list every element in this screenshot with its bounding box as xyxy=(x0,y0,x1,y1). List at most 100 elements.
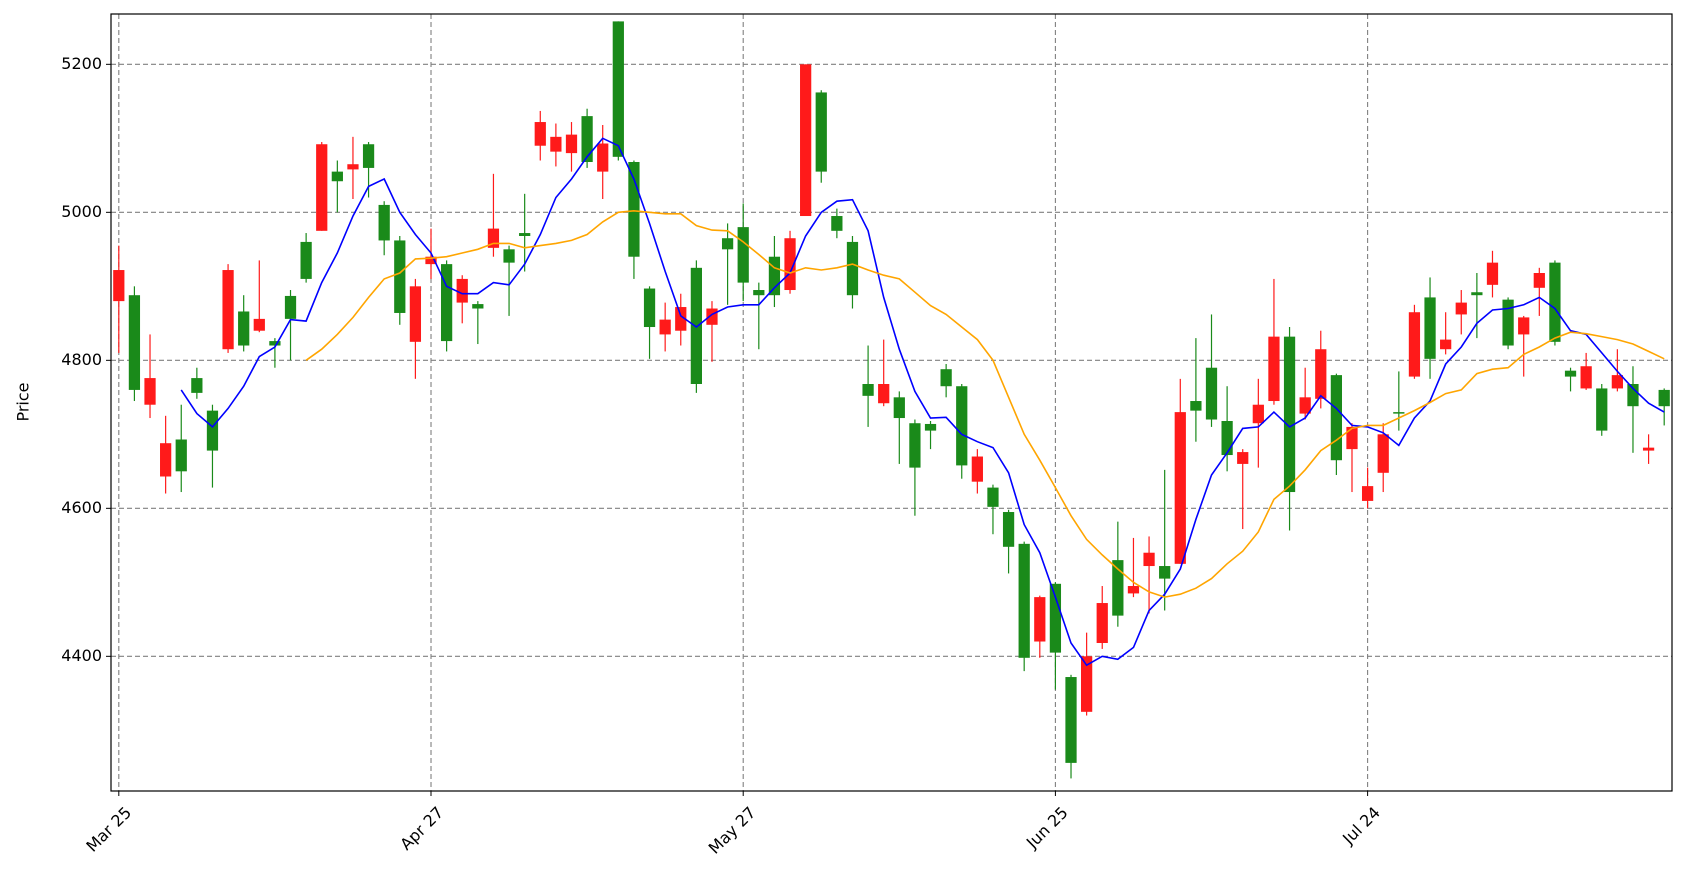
candle-body xyxy=(1580,366,1592,389)
y-tick-label: 4800 xyxy=(61,350,102,369)
candle-body xyxy=(1143,552,1155,567)
candle-body xyxy=(175,439,187,472)
candle-body xyxy=(581,116,593,162)
candle-body xyxy=(206,410,219,451)
y-axis-label: Price xyxy=(14,382,33,421)
candle-body xyxy=(737,227,749,283)
candle-body xyxy=(1440,339,1452,350)
candle-body xyxy=(1174,412,1186,564)
candle-body xyxy=(1518,317,1530,335)
y-tick-label: 5000 xyxy=(61,202,102,221)
candle-body xyxy=(706,308,718,325)
x-tick-label: Jun 25 xyxy=(1022,803,1072,853)
candle-body xyxy=(1627,384,1639,407)
candle-body xyxy=(1611,375,1623,389)
candle-body xyxy=(1159,566,1171,579)
candle-body xyxy=(1564,370,1577,377)
candle-body xyxy=(862,384,874,396)
x-tick-label: Jul 24 xyxy=(1338,803,1384,849)
candle-body xyxy=(1002,512,1015,547)
candle-body xyxy=(331,171,343,182)
candle-body xyxy=(503,249,515,263)
candle-body xyxy=(800,64,812,217)
y-tick-label: 4400 xyxy=(61,646,102,665)
candle-body xyxy=(1424,297,1436,359)
candle-body xyxy=(893,397,905,419)
candle-body xyxy=(1471,292,1483,296)
candle-body xyxy=(1315,349,1327,399)
candle-body xyxy=(784,238,796,291)
candle-body xyxy=(940,369,952,387)
candle-body xyxy=(971,456,983,482)
candle-body xyxy=(1221,421,1233,456)
candle-body xyxy=(768,256,781,296)
candle-body xyxy=(519,233,531,236)
candle-body xyxy=(1346,426,1358,450)
candle-body xyxy=(1658,389,1670,407)
candle-body xyxy=(550,136,562,152)
candle-body xyxy=(1455,302,1467,315)
candle-body xyxy=(222,270,234,350)
candle-body xyxy=(362,144,375,168)
candle-body xyxy=(628,162,640,257)
candle-body xyxy=(565,134,578,154)
candle-body xyxy=(1330,375,1343,461)
candle-body xyxy=(659,319,671,335)
candle-body xyxy=(472,304,484,309)
candle-body xyxy=(1065,677,1077,763)
candle-body xyxy=(1096,603,1108,643)
candle-body xyxy=(1127,586,1140,594)
candle-body xyxy=(956,386,968,466)
candle-body xyxy=(690,267,702,384)
candle-body xyxy=(1377,434,1389,473)
candle-body xyxy=(1502,299,1514,346)
candle-body xyxy=(191,378,203,393)
candle-body xyxy=(924,423,937,431)
x-tick-label: Apr 27 xyxy=(396,803,447,854)
candle-body xyxy=(456,278,468,303)
candle-body xyxy=(1252,404,1264,424)
candle-body xyxy=(253,318,265,331)
candle-body xyxy=(1112,560,1124,616)
candle-body xyxy=(534,122,546,146)
candle-body xyxy=(378,204,390,241)
candle-body xyxy=(1642,447,1655,451)
moving-average-line xyxy=(305,209,1665,598)
candle-body xyxy=(1205,367,1218,420)
candle-body xyxy=(409,286,422,342)
candle-body xyxy=(238,311,250,346)
candle-body xyxy=(300,241,312,279)
candle-body xyxy=(440,264,453,342)
candle-body xyxy=(394,240,406,313)
candle-body xyxy=(1268,336,1280,402)
candle-body xyxy=(316,144,328,231)
candle-body xyxy=(1034,597,1046,642)
y-tick-label: 4600 xyxy=(61,498,102,517)
candle-body xyxy=(1533,273,1545,288)
candle-body xyxy=(753,290,765,296)
candle-body xyxy=(643,288,656,328)
candle-body xyxy=(347,164,359,170)
candle-body xyxy=(878,384,890,404)
candle-body xyxy=(1361,486,1374,501)
candle-body xyxy=(1408,312,1421,377)
moving-average-line xyxy=(180,137,1665,667)
candle-body xyxy=(675,307,687,331)
candle-body xyxy=(831,216,843,231)
candle-body xyxy=(425,256,437,265)
candle-body xyxy=(1549,262,1561,342)
candle-body xyxy=(1018,543,1030,658)
candle-body xyxy=(1049,583,1062,653)
y-tick-label: 5200 xyxy=(61,54,102,73)
candle-body xyxy=(128,295,141,390)
candle-body xyxy=(815,92,827,172)
x-tick-label: Mar 25 xyxy=(82,803,135,856)
candle-body xyxy=(612,21,624,157)
candle-body xyxy=(1081,656,1093,712)
candle-body xyxy=(1299,397,1311,414)
candle-body xyxy=(909,423,921,468)
candle-body xyxy=(1393,412,1405,414)
candle-body xyxy=(1237,452,1249,464)
